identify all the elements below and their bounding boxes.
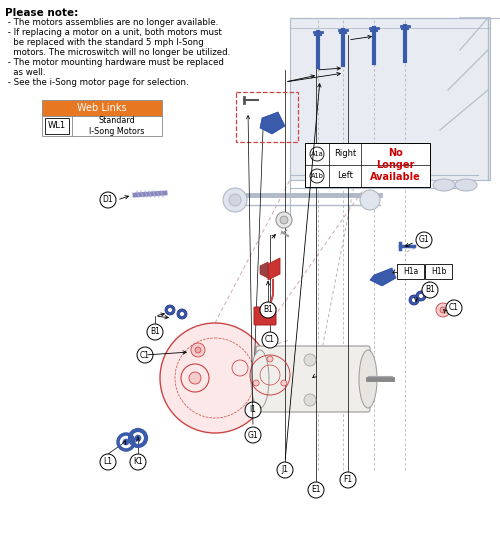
Circle shape xyxy=(195,347,201,353)
Text: Please note:: Please note: xyxy=(5,8,78,18)
Circle shape xyxy=(191,343,205,357)
Text: J1: J1 xyxy=(282,465,288,474)
Polygon shape xyxy=(260,262,268,278)
Text: I1: I1 xyxy=(250,406,256,414)
Circle shape xyxy=(245,427,261,443)
Circle shape xyxy=(416,232,432,248)
Text: E1: E1 xyxy=(311,486,321,495)
Circle shape xyxy=(100,454,116,470)
Circle shape xyxy=(177,309,187,319)
Text: C1: C1 xyxy=(449,303,459,312)
Circle shape xyxy=(180,311,184,316)
Circle shape xyxy=(304,354,316,366)
Text: No
Longer
Available: No Longer Available xyxy=(370,147,421,182)
Text: A1b: A1b xyxy=(310,173,324,179)
Circle shape xyxy=(147,324,163,340)
Circle shape xyxy=(223,188,247,212)
Circle shape xyxy=(123,439,129,445)
Circle shape xyxy=(308,482,324,498)
Text: H1b: H1b xyxy=(431,267,446,276)
Ellipse shape xyxy=(251,350,269,408)
Circle shape xyxy=(281,380,287,386)
FancyBboxPatch shape xyxy=(305,143,430,187)
Circle shape xyxy=(181,364,209,392)
Circle shape xyxy=(440,307,446,313)
FancyBboxPatch shape xyxy=(42,100,162,116)
Text: C1: C1 xyxy=(265,336,275,345)
Text: Web Links: Web Links xyxy=(77,103,127,113)
Circle shape xyxy=(409,295,419,305)
Text: C1: C1 xyxy=(140,351,150,360)
Circle shape xyxy=(446,300,462,316)
Polygon shape xyxy=(260,112,285,134)
Circle shape xyxy=(130,454,146,470)
Circle shape xyxy=(100,192,116,208)
Circle shape xyxy=(436,303,450,317)
Ellipse shape xyxy=(455,179,477,191)
Circle shape xyxy=(422,282,438,298)
Text: B1: B1 xyxy=(150,327,160,337)
FancyBboxPatch shape xyxy=(42,116,162,136)
FancyBboxPatch shape xyxy=(397,264,424,279)
Circle shape xyxy=(277,462,293,478)
Circle shape xyxy=(418,294,424,299)
Circle shape xyxy=(253,380,259,386)
Text: - The motor mounting hardware must be replaced: - The motor mounting hardware must be re… xyxy=(5,58,224,67)
FancyBboxPatch shape xyxy=(425,264,452,279)
Text: - See the i-Song motor page for selection.: - See the i-Song motor page for selectio… xyxy=(5,78,188,87)
Text: D1: D1 xyxy=(102,196,114,205)
Circle shape xyxy=(168,308,172,312)
Text: G1: G1 xyxy=(418,235,430,244)
Text: - The motors assemblies are no longer available.: - The motors assemblies are no longer av… xyxy=(5,18,218,27)
Circle shape xyxy=(360,190,380,210)
FancyBboxPatch shape xyxy=(256,346,370,412)
Text: - If replacing a motor on a unit, both motors must: - If replacing a motor on a unit, both m… xyxy=(5,28,222,37)
Text: G1: G1 xyxy=(248,430,258,440)
Circle shape xyxy=(304,394,316,406)
Circle shape xyxy=(165,305,175,315)
Text: motors. The microswitch will no longer be utilized.: motors. The microswitch will no longer b… xyxy=(5,48,230,57)
Text: A1a: A1a xyxy=(310,151,324,157)
Circle shape xyxy=(280,216,288,224)
Circle shape xyxy=(340,472,356,488)
FancyBboxPatch shape xyxy=(45,118,69,134)
Circle shape xyxy=(416,291,426,301)
Polygon shape xyxy=(268,258,280,280)
Circle shape xyxy=(412,297,416,302)
Circle shape xyxy=(260,302,276,318)
Ellipse shape xyxy=(433,179,455,191)
FancyBboxPatch shape xyxy=(254,307,276,325)
Circle shape xyxy=(229,194,241,206)
Circle shape xyxy=(276,212,292,228)
Ellipse shape xyxy=(359,350,377,408)
Text: B1: B1 xyxy=(425,286,435,294)
Circle shape xyxy=(137,347,153,363)
Polygon shape xyxy=(290,18,490,180)
Circle shape xyxy=(310,147,324,161)
Text: Standard
I-Song Motors: Standard I-Song Motors xyxy=(90,116,144,136)
Text: L1: L1 xyxy=(104,458,112,466)
Circle shape xyxy=(267,356,273,362)
Polygon shape xyxy=(370,268,396,286)
Text: F1: F1 xyxy=(344,475,352,485)
Circle shape xyxy=(310,169,324,183)
Text: be replaced with the standard 5 mph I-Song: be replaced with the standard 5 mph I-So… xyxy=(5,38,204,47)
Text: Left: Left xyxy=(337,172,353,181)
Circle shape xyxy=(160,323,270,433)
Text: WL1: WL1 xyxy=(48,122,66,130)
Circle shape xyxy=(135,435,141,441)
Circle shape xyxy=(189,372,201,384)
Text: Right: Right xyxy=(334,150,356,159)
Text: as well.: as well. xyxy=(5,68,46,77)
Text: B1: B1 xyxy=(263,306,273,315)
Circle shape xyxy=(262,332,278,348)
Text: K1: K1 xyxy=(133,458,143,466)
Text: H1a: H1a xyxy=(403,267,418,276)
Circle shape xyxy=(245,402,261,418)
